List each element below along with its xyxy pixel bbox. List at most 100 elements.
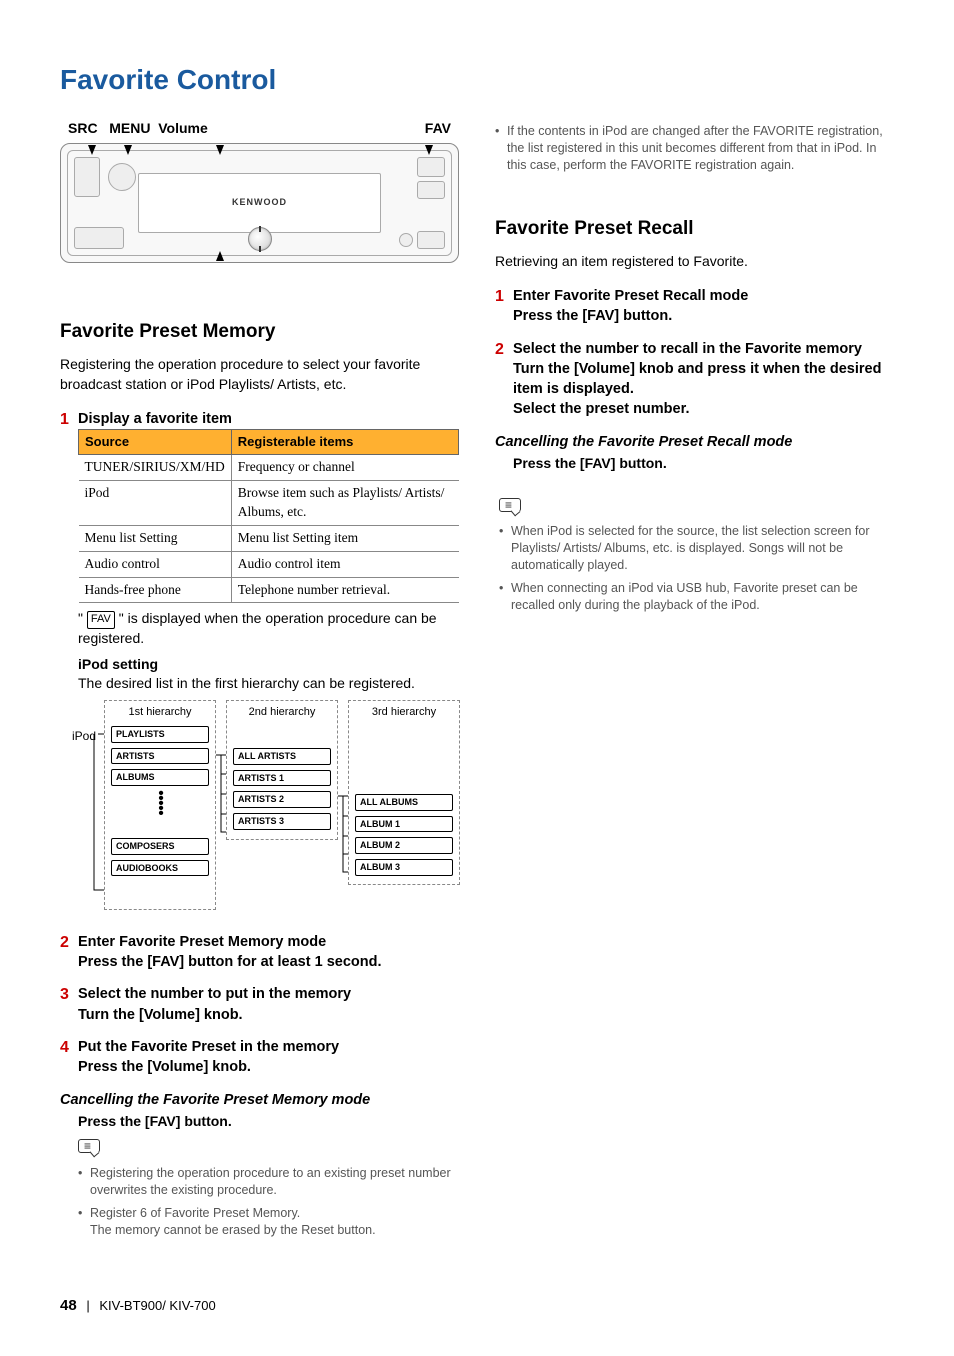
- note-item: •Register 6 of Favorite Preset Memory. T…: [78, 1205, 459, 1239]
- step-num: 4: [60, 1037, 78, 1078]
- recall-step-2: 2 Select the number to recall in the Fav…: [495, 339, 894, 420]
- device-btn-search: [417, 157, 445, 177]
- step-2: 2 Enter Favorite Preset Memory mode Pres…: [60, 932, 459, 973]
- device-btn-fav: [417, 181, 445, 199]
- fav-tag: FAV: [87, 611, 115, 628]
- hnode: ALL ARTISTS: [233, 748, 331, 765]
- quote-open: ": [78, 610, 87, 626]
- left-column: SRC MENU Volume FAV KENWOOD: [60, 119, 459, 1244]
- arrow-volume-top: [216, 145, 224, 155]
- step-num: 3: [60, 984, 78, 1025]
- device-knob: [248, 227, 272, 251]
- footer-model: KIV-BT900/ KIV-700: [99, 1298, 215, 1313]
- th-items: Registerable items: [231, 429, 458, 454]
- note-text: When connecting an iPod via USB hub, Fav…: [511, 580, 894, 614]
- hnode: ARTISTS 2: [233, 791, 331, 808]
- note-text: Registering the operation procedure to a…: [90, 1165, 459, 1199]
- hierarchy-col1-title: 1st hierarchy: [111, 705, 209, 720]
- footer: 48 | KIV-BT900/ KIV-700: [60, 1295, 894, 1316]
- device-btn-left: [74, 157, 100, 197]
- step-num: 1: [60, 409, 78, 920]
- note-text: Register 6 of Favorite Preset Memory. Th…: [90, 1205, 376, 1239]
- hnode: ARTISTS 3: [233, 813, 331, 830]
- hnode: AUDIOBOOKS: [111, 860, 209, 877]
- ipod-setting-label: iPod setting: [78, 655, 459, 675]
- step-title: Display a favorite item: [78, 409, 459, 429]
- step-4: 4 Put the Favorite Preset in the memory …: [60, 1037, 459, 1078]
- step-1: 1 Display a favorite item Source Registe…: [60, 409, 459, 920]
- step-num: 2: [60, 932, 78, 973]
- hnode: ALBUM 1: [355, 816, 453, 833]
- step-title: Put the Favorite Preset in the memory: [78, 1037, 459, 1057]
- hierarchy-root: iPod: [72, 728, 96, 745]
- step-num: 2: [495, 339, 513, 420]
- device-caption-left: SRC MENU Volume: [68, 119, 208, 139]
- hnode: ALBUM 2: [355, 837, 453, 854]
- hnode: PLAYLISTS: [111, 726, 209, 743]
- step-title: Select the number to recall in the Favor…: [513, 339, 894, 359]
- hnode: ALBUM 3: [355, 859, 453, 876]
- cancel-heading-recall: Cancelling the Favorite Preset Recall mo…: [495, 432, 894, 452]
- td: TUNER/SIRIUS/XM/HD: [79, 455, 232, 481]
- page-number: 48: [60, 1297, 77, 1314]
- device-btn-round: [108, 163, 136, 191]
- step-instr: Press the [Volume] knob.: [78, 1057, 459, 1077]
- note-item: •Registering the operation procedure to …: [78, 1165, 459, 1199]
- device-btn-br2: [399, 233, 413, 247]
- intro-recall: Retrieving an item registered to Favorit…: [495, 252, 894, 272]
- dots: •••••: [111, 791, 209, 816]
- step-instr: Select the preset number.: [513, 399, 894, 419]
- registerable-table: Source Registerable items TUNER/SIRIUS/X…: [78, 429, 459, 604]
- note-icon: [78, 1139, 100, 1153]
- td: Telephone number retrieval.: [231, 577, 458, 603]
- step-instr: Turn the [Volume] knob and press it when…: [513, 359, 894, 400]
- note-icon: [499, 498, 521, 512]
- step-3: 3 Select the number to put in the memory…: [60, 984, 459, 1025]
- arrow-fav: [425, 145, 433, 155]
- note-text: If the contents in iPod are changed afte…: [507, 123, 894, 174]
- step-num: 1: [495, 286, 513, 327]
- hierarchy-col3-title: 3rd hierarchy: [355, 705, 453, 720]
- note-item: •When iPod is selected for the source, t…: [499, 523, 894, 574]
- device-caption-right: FAV: [425, 119, 451, 139]
- recall-step-1: 1 Enter Favorite Preset Recall mode Pres…: [495, 286, 894, 327]
- hnode: ALBUMS: [111, 769, 209, 786]
- arrow-src: [88, 145, 96, 155]
- note-item: •When connecting an iPod via USB hub, Fa…: [499, 580, 894, 614]
- device-illustration: KENWOOD: [60, 143, 459, 263]
- device-caption: SRC MENU Volume FAV: [60, 119, 459, 139]
- arrow-volume-bottom: [216, 251, 224, 261]
- step-instr: Press the [FAV] button.: [513, 306, 894, 326]
- td: Menu list Setting: [79, 525, 232, 551]
- note-block-memory: •Registering the operation procedure to …: [60, 1139, 459, 1238]
- ipod-setting-text: The desired list in the first hierarchy …: [78, 674, 459, 694]
- hnode: ARTISTS 1: [233, 770, 331, 787]
- arrow-menu: [124, 145, 132, 155]
- hnode: ALL ALBUMS: [355, 794, 453, 811]
- device-btn-hdradio: [74, 227, 124, 249]
- cancel-instr-recall: Press the [FAV] button.: [495, 454, 894, 474]
- note-text: When iPod is selected for the source, th…: [511, 523, 894, 574]
- td: Frequency or channel: [231, 455, 458, 481]
- fav-display-note: " FAV " is displayed when the operation …: [78, 609, 459, 648]
- page-title: Favorite Control: [60, 60, 894, 99]
- quote-close: " is displayed when the operation proced…: [78, 610, 437, 646]
- right-column: •If the contents in iPod are changed aft…: [495, 119, 894, 1244]
- cancel-heading-memory: Cancelling the Favorite Preset Memory mo…: [60, 1090, 459, 1110]
- step-instr: Press the [FAV] button for at least 1 se…: [78, 952, 459, 972]
- td: Browse item such as Playlists/ Artists/ …: [231, 480, 458, 525]
- note-block-recall: •When iPod is selected for the source, t…: [495, 498, 894, 614]
- td: Menu list Setting item: [231, 525, 458, 551]
- step-title: Enter Favorite Preset Memory mode: [78, 932, 459, 952]
- td: iPod: [79, 480, 232, 525]
- th-source: Source: [79, 429, 232, 454]
- td: Hands-free phone: [79, 577, 232, 603]
- hierarchy-col1: 1st hierarchy PLAYLISTS ARTISTS ALBUMS •…: [104, 700, 216, 910]
- step-instr: Turn the [Volume] knob.: [78, 1005, 459, 1025]
- device-screen: KENWOOD: [138, 173, 381, 233]
- hnode: COMPOSERS: [111, 838, 209, 855]
- intro-memory: Registering the operation procedure to s…: [60, 355, 459, 394]
- td: Audio control: [79, 551, 232, 577]
- hnode: ARTISTS: [111, 748, 209, 765]
- cancel-instr-memory: Press the [FAV] button.: [60, 1112, 459, 1132]
